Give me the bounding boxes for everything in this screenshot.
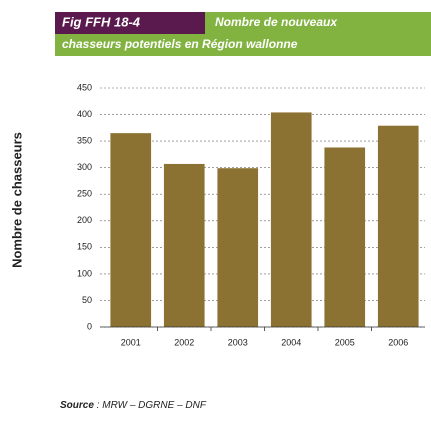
source: Source : MRW – DGRNE – DNF [60, 400, 207, 411]
bar [163, 163, 205, 327]
y-axis-label: Nombre de chasseurs [9, 132, 24, 268]
bar [324, 147, 366, 327]
y-tick-label: 250 [77, 189, 92, 199]
y-tick-label: 0 [87, 321, 92, 331]
x-tick-label: 2006 [388, 337, 408, 347]
x-tick-label: 2005 [335, 337, 355, 347]
bar [377, 125, 419, 327]
y-tick-label: 350 [77, 135, 92, 145]
bar [110, 133, 152, 327]
y-tick-label: 400 [77, 109, 92, 119]
chart-title: chasseurs potentiels en Région wallonne [62, 37, 298, 51]
chart-title: Nombre de nouveaux [215, 15, 338, 29]
title-banner [55, 34, 431, 56]
x-tick-label: 2003 [228, 337, 248, 347]
x-tick-label: 2004 [281, 337, 301, 347]
bar [270, 112, 312, 327]
figure-label: Fig FFH 18-4 [62, 14, 141, 29]
y-tick-label: 100 [77, 268, 92, 278]
y-tick-label: 150 [77, 242, 92, 252]
source-label: Source [60, 400, 94, 411]
y-tick-label: 450 [77, 82, 92, 92]
y-tick-label: 300 [77, 162, 92, 172]
source-text: : MRW – DGRNE – DNF [94, 400, 207, 411]
figure-label-box [55, 12, 205, 34]
y-tick-label: 200 [77, 215, 92, 225]
x-tick-label: 2001 [121, 337, 141, 347]
y-tick-label: 50 [82, 295, 92, 305]
bar [217, 168, 259, 327]
x-tick-label: 2002 [174, 337, 194, 347]
title-banner [205, 12, 431, 34]
